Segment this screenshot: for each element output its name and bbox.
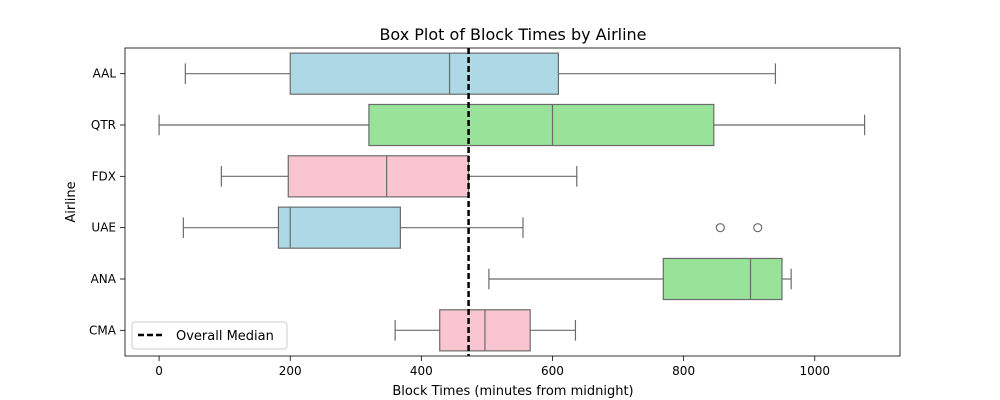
iqr-box-ana [662, 257, 783, 301]
y-tick-label-qtr: QTR [91, 118, 116, 132]
legend-frame [131, 321, 288, 350]
box-cma [394, 309, 577, 352]
x-tick-label-200: 200 [279, 364, 302, 378]
x-tick-label-600: 600 [541, 364, 564, 378]
iqr-box-aal [289, 52, 559, 95]
legend-label-overall-median: Overall Median [176, 329, 274, 344]
box-fdx [220, 155, 578, 198]
x-tick-label-800: 800 [672, 364, 695, 378]
iqr-box-qtr [368, 103, 715, 147]
x-tick-label-0: 0 [155, 364, 163, 378]
y-axis-label: Airline [64, 181, 79, 222]
y-tick-label-aal: AAL [93, 67, 117, 81]
box-uae [182, 206, 763, 249]
iqr-box-uae [277, 206, 401, 249]
y-tick-label-uae: UAE [91, 221, 116, 235]
y-axis-ticks: AAL QTR FDX UAE ANA CMA [89, 67, 125, 337]
y-tick-label-ana: ANA [91, 272, 117, 286]
y-tick-label-cma: CMA [89, 323, 117, 337]
x-tick-label-400: 400 [410, 364, 433, 378]
y-tick-label-fdx: FDX [92, 169, 116, 183]
boxes [158, 52, 866, 352]
box-qtr [158, 103, 866, 147]
chart-title: Box Plot of Block Times by Airline [379, 25, 646, 44]
iqr-box-fdx [287, 155, 470, 198]
legend: Overall Median [131, 321, 288, 350]
plot-frame [124, 47, 901, 357]
outlier-uae-0 [715, 223, 725, 233]
outlier-uae-1 [753, 223, 763, 233]
x-axis-label: Block Times (minutes from midnight) [392, 384, 633, 399]
box-aal [184, 52, 777, 95]
box-ana [488, 257, 792, 301]
x-tick-label-1000: 1000 [799, 364, 830, 378]
x-axis-ticks: 0 200 400 600 800 1000 [155, 356, 830, 378]
